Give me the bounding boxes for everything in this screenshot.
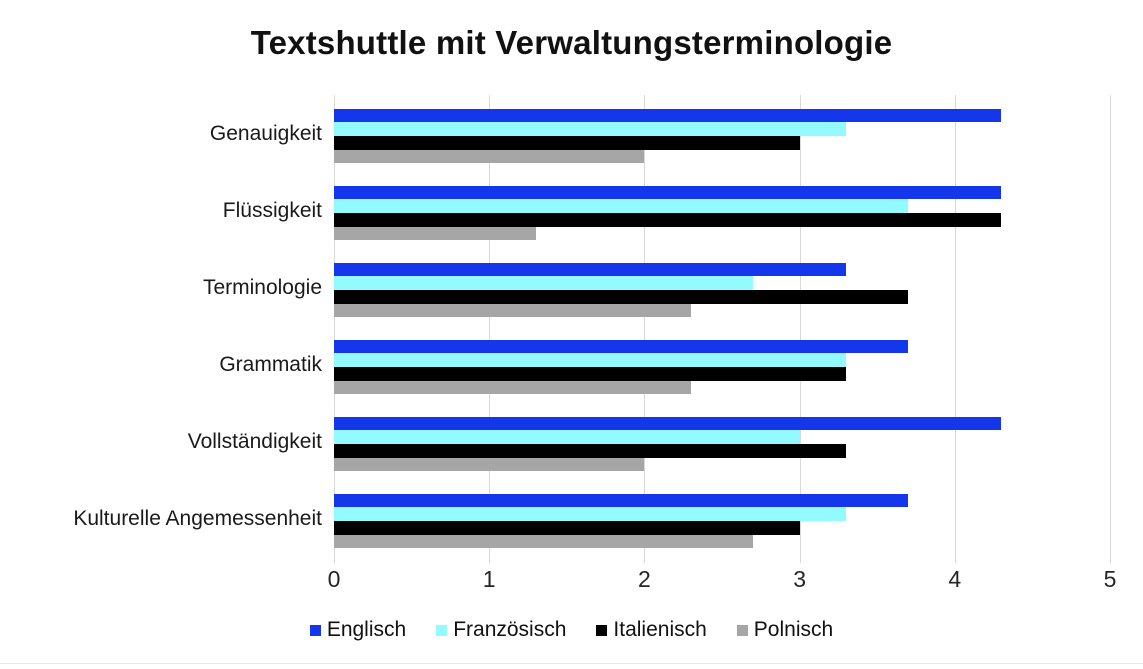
x-tick-label-4: 4: [948, 566, 962, 592]
legend-item-französisch: Französisch: [436, 618, 566, 642]
bar-italienisch-1: [334, 135, 800, 150]
legend-item-polnisch: Polnisch: [736, 618, 834, 642]
category-label-3: Terminologie: [202, 275, 322, 299]
bar-italienisch-4: [334, 366, 847, 381]
gridline-x-3: [799, 95, 801, 563]
bar-italienisch-3: [334, 289, 909, 304]
plot-area: [334, 95, 1111, 563]
chart-title: Textshuttle mit Verwaltungsterminologie: [250, 24, 893, 61]
x-tick-label-3: 3: [793, 566, 806, 592]
category-label-5: Vollständigkeit: [187, 429, 322, 453]
legend-label: Italienisch: [613, 618, 707, 641]
legend-item-englisch: Englisch: [309, 618, 407, 642]
x-tick-label-1: 1: [482, 566, 496, 592]
bar-group-1: [334, 108, 1110, 164]
bar-italienisch-5: [334, 443, 847, 458]
bar-italienisch-2: [334, 212, 1002, 227]
bar-polnisch-2: [334, 226, 536, 241]
category-label-2: Flüssigkeit: [222, 198, 322, 222]
category-label-4: Grammatik: [219, 352, 322, 376]
legend-marker-icon: [309, 624, 321, 636]
x-tick-label-2: 2: [637, 566, 651, 592]
gridline-x-2: [644, 95, 646, 563]
bar-französisch-2: [334, 199, 909, 213]
legend-label: Polnisch: [753, 618, 834, 641]
gridline-x-1: [489, 95, 491, 563]
gridline-x-4: [954, 95, 956, 563]
bar-group-5: [334, 416, 1110, 472]
bar-französisch-4: [334, 353, 847, 367]
bar-group-2: [334, 185, 1110, 241]
bar-französisch-1: [334, 122, 847, 136]
x-tick-label-5: 5: [1103, 566, 1117, 592]
y-axis-category-labels: Genauigkeit Flüssigkeit Terminologie Gramma…: [0, 95, 322, 557]
bar-polnisch-3: [334, 303, 691, 318]
legend-marker-icon: [596, 624, 608, 636]
x-tick-label-0: 0: [327, 566, 341, 592]
bar-englisch-5: [334, 416, 1002, 431]
bar-englisch-3: [334, 262, 847, 277]
bottom-divider: [0, 663, 1143, 664]
bar-englisch-4: [334, 339, 909, 354]
legend: Englisch Französisch Italienisch Polnisch: [0, 618, 1143, 642]
category-label-1: Genauigkeit: [209, 121, 322, 145]
bar-englisch-2: [334, 185, 1002, 200]
bar-polnisch-5: [334, 457, 645, 472]
legend-marker-icon: [736, 624, 748, 636]
legend-marker-icon: [436, 624, 448, 636]
bar-französisch-3: [334, 276, 754, 290]
legend-item-italienisch: Italienisch: [596, 618, 707, 642]
bar-italienisch-6: [334, 520, 800, 535]
legend-label: Englisch: [326, 618, 407, 641]
x-axis-tick-labels: 0 1 2 3 4 5: [328, 566, 1117, 598]
bar-englisch-1: [334, 108, 1002, 123]
bar-polnisch-1: [334, 149, 645, 164]
bar-polnisch-6: [334, 534, 754, 549]
bar-französisch-6: [334, 507, 847, 521]
bar-group-4: [334, 339, 1110, 395]
gridline-x-5: [1110, 95, 1111, 563]
gridline-x-0: [334, 95, 335, 563]
category-label-6: Kulturelle Angemessenheit: [73, 506, 322, 530]
bar-polnisch-4: [334, 380, 691, 395]
bar-group-6: [334, 493, 1110, 549]
bar-englisch-6: [334, 493, 909, 508]
bar-französisch-5: [334, 430, 800, 444]
legend-label: Französisch: [453, 618, 567, 641]
bar-group-3: [334, 262, 1110, 318]
